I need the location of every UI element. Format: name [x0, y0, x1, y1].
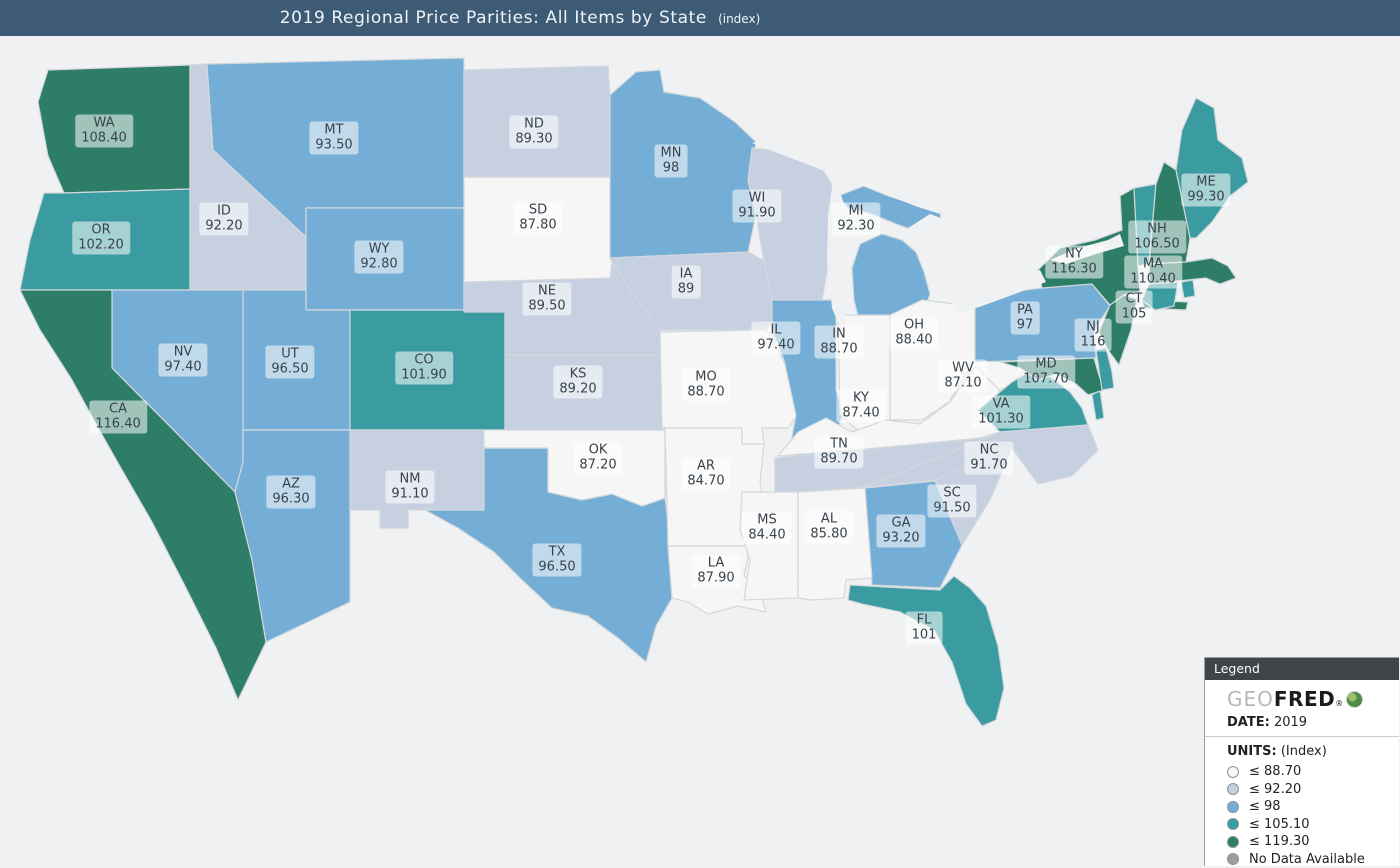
state-RI[interactable] [1181, 280, 1195, 298]
title-bar: 2019 Regional Price Parities: All Items … [0, 0, 1400, 36]
title-units-suffix: (index) [718, 12, 760, 26]
legend-header: Legend [1205, 658, 1399, 680]
state-KS[interactable] [505, 355, 665, 430]
page-title: 2019 Regional Price Parities: All Items … [280, 8, 761, 28]
legend-item-label: No Data Available [1249, 852, 1365, 867]
legend-item-label: ≤ 92.20 [1249, 782, 1301, 797]
date-label: DATE: [1227, 715, 1270, 730]
state-WA[interactable] [38, 65, 190, 193]
legend-panel: Legend GEO FRED ® DATE: 2019 UNITS: (Ind… [1204, 657, 1399, 866]
logo-fred-text: FRED [1274, 687, 1335, 711]
legend-item: ≤ 92.20 [1227, 781, 1399, 799]
legend-swatch-icon [1227, 836, 1239, 848]
legend-item: ≤ 105.10 [1227, 816, 1399, 834]
legend-swatch-icon [1227, 766, 1239, 778]
state-FL[interactable] [848, 576, 1004, 726]
title-text: 2019 Regional Price Parities: All Items … [280, 8, 707, 28]
legend-item: ≤ 88.70 [1227, 763, 1399, 781]
units-value: (Index) [1281, 744, 1327, 759]
state-OR[interactable] [20, 189, 190, 290]
legend-item-label: ≤ 119.30 [1249, 834, 1310, 849]
state-AL[interactable] [798, 488, 872, 600]
globe-icon [1346, 691, 1363, 708]
legend-item: ≤ 98 [1227, 798, 1399, 816]
legend-date-row: DATE: 2019 [1205, 713, 1399, 737]
state-ND[interactable] [464, 66, 610, 177]
legend-item: No Data Available [1227, 851, 1399, 868]
legend-swatch-icon [1227, 801, 1239, 813]
legend-item-label: ≤ 105.10 [1249, 817, 1310, 832]
geofred-logo: GEO FRED ® [1205, 680, 1399, 713]
units-label: UNITS: [1227, 744, 1277, 759]
state-WY[interactable] [306, 208, 464, 310]
logo-geo-text: GEO [1227, 687, 1274, 711]
state-SD[interactable] [464, 177, 614, 282]
state-MN[interactable] [610, 70, 756, 258]
date-value: 2019 [1274, 715, 1307, 730]
legend-swatch-icon [1227, 783, 1239, 795]
legend-item-label: ≤ 98 [1249, 799, 1281, 814]
state-UT[interactable] [243, 290, 350, 430]
state-CO[interactable] [350, 310, 505, 430]
states-layer [20, 58, 1248, 726]
legend-swatch-icon [1227, 853, 1239, 865]
legend-units-row: UNITS: (Index) [1205, 737, 1399, 763]
registered-mark: ® [1335, 699, 1343, 708]
legend-item-label: ≤ 88.70 [1249, 764, 1301, 779]
legend-swatch-icon [1227, 818, 1239, 830]
state-MS[interactable] [740, 492, 798, 600]
state-ME[interactable] [1176, 98, 1248, 238]
legend-item: ≤ 119.30 [1227, 833, 1399, 851]
legend-items: ≤ 88.70 ≤ 92.20 ≤ 98 ≤ 105.10 ≤ 119.30 N… [1205, 763, 1399, 868]
